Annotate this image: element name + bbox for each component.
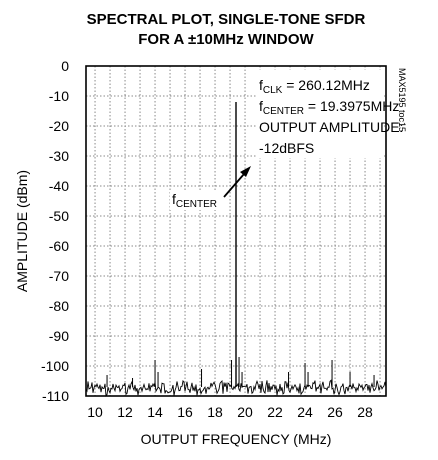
x-axis-label: OUTPUT FREQUENCY (MHz) — [141, 431, 332, 447]
plot-frame — [85, 65, 387, 397]
arrow-label-background — [170, 190, 226, 210]
fcenter-rest: = 19.3975MHz — [304, 98, 399, 114]
x-tick-label: 14 — [147, 404, 163, 420]
spectrum-series — [85, 102, 387, 397]
y-tick-labels: 0 -10 -20 -30 -40 -50 -60 -70 -80 -90 -100 -110 — [41, 58, 69, 404]
x-tick-label: 22 — [267, 404, 283, 420]
y-tick-label: -60 — [49, 238, 69, 254]
chart-title-line-2: FOR A ±10MHz WINDOW — [138, 31, 314, 48]
x-tick-label: 20 — [237, 404, 253, 420]
fcenter-sub: CENTER — [263, 106, 304, 117]
y-axis-label: AMPLITUDE (dBm) — [14, 170, 30, 292]
y-tick-label: -10 — [49, 88, 69, 104]
fclk-f: f — [259, 77, 263, 93]
annotation-arrow-head — [240, 166, 251, 177]
annotation-fcenter-value: fCENTER = 19.3975MHz — [259, 98, 399, 117]
annotation-arrow-line — [223, 173, 245, 198]
x-tick-label: 26 — [327, 404, 343, 420]
figure-id-label: MAX5195 toc15 — [397, 68, 407, 132]
grid — [86, 66, 386, 396]
x-tick-label: 12 — [117, 404, 133, 420]
y-tick-label: 0 — [61, 58, 69, 74]
annotation-fclk: fCLK = 260.12MHz — [259, 77, 370, 96]
fclk-rest: = 260.12MHz — [282, 77, 370, 93]
y-tick-label: -80 — [49, 298, 69, 314]
y-tick-label: -30 — [49, 148, 69, 164]
y-tick-label: -40 — [49, 178, 69, 194]
y-tick-label: -20 — [49, 118, 69, 134]
annotation-fcenter-arrow-label: fCENTER — [172, 191, 217, 210]
fclk-sub: CLK — [263, 85, 283, 96]
y-tick-label: -90 — [49, 328, 69, 344]
x-tick-label: 28 — [357, 404, 373, 420]
fcenter-f: f — [259, 98, 263, 114]
x-tick-labels: 10 12 14 16 18 20 22 24 26 28 — [87, 404, 373, 420]
x-tick-label: 16 — [177, 404, 193, 420]
y-tick-label: -110 — [42, 388, 69, 404]
annotation-amplitude-label: OUTPUT AMPLITUDE: — [259, 119, 403, 135]
arrow-label-f: f — [172, 191, 176, 207]
annotation-background — [256, 70, 384, 158]
chart-title-line-1: SPECTRAL PLOT, SINGLE-TONE SFDR — [87, 11, 366, 28]
y-tick-label: -50 — [49, 208, 69, 224]
arrow-label-sub: CENTER — [176, 199, 217, 210]
x-tick-label: 10 — [87, 404, 103, 420]
x-tick-label: 18 — [207, 404, 223, 420]
y-tick-label: -100 — [41, 358, 69, 374]
x-tick-label: 24 — [297, 404, 313, 420]
annotation-amplitude-value: -12dBFS — [259, 140, 314, 156]
y-tick-label: -70 — [49, 268, 69, 284]
